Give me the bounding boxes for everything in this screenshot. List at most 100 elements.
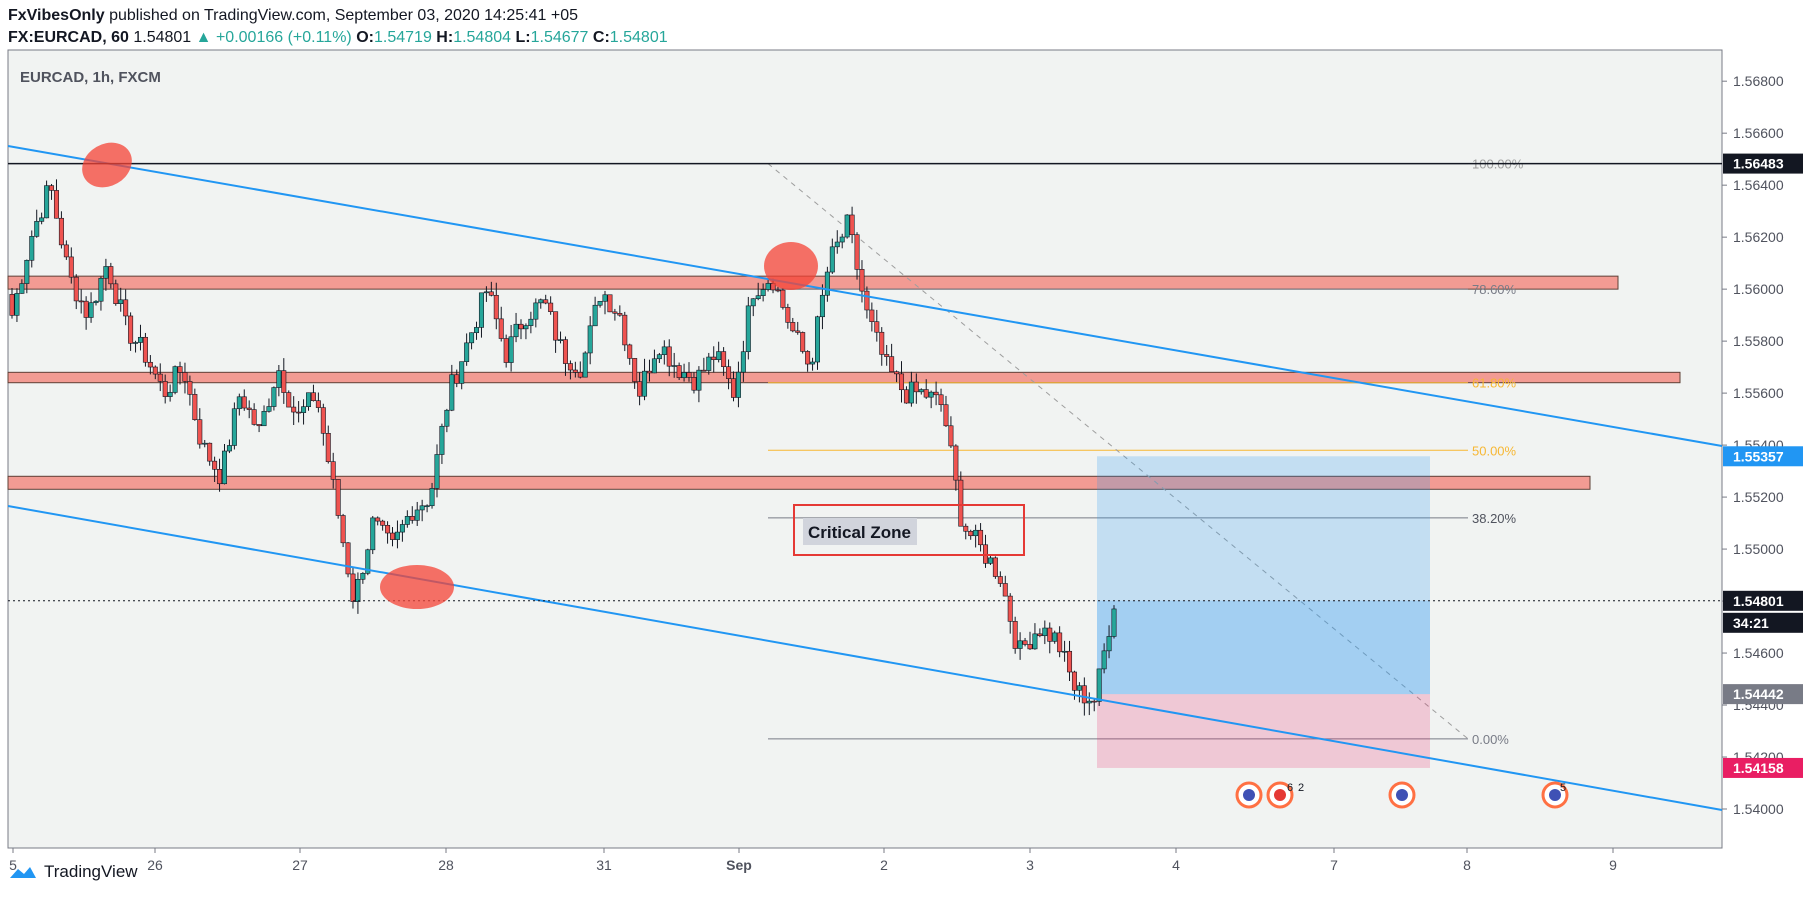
candle-body bbox=[142, 336, 148, 363]
candle bbox=[637, 372, 643, 406]
candle bbox=[177, 361, 183, 385]
price-tag bbox=[1723, 153, 1803, 174]
candle-body bbox=[459, 361, 465, 384]
critical-zone-box bbox=[793, 504, 1025, 556]
candle bbox=[508, 324, 514, 372]
candle bbox=[306, 392, 312, 411]
y-axis-tick-label: 1.55200 bbox=[1733, 489, 1784, 505]
candle-body bbox=[1022, 640, 1028, 645]
candle-body bbox=[918, 389, 924, 393]
fib-level-label: 50.00% bbox=[1472, 443, 1517, 458]
candle bbox=[1057, 626, 1063, 658]
candle-body bbox=[1067, 650, 1073, 673]
candle-body bbox=[943, 404, 949, 427]
tradingview-logo-icon bbox=[10, 867, 36, 878]
candle-body bbox=[923, 389, 929, 398]
candle bbox=[83, 296, 89, 330]
economic-event-dot bbox=[1549, 789, 1561, 801]
candle-body bbox=[612, 311, 618, 314]
candle bbox=[439, 423, 445, 464]
pane-symbol-label: EURCAD, 1h, FXCM bbox=[20, 69, 161, 86]
candle bbox=[810, 357, 816, 371]
candle-body bbox=[879, 331, 885, 355]
candle bbox=[390, 527, 396, 547]
candle bbox=[49, 183, 55, 200]
candle-body bbox=[518, 323, 524, 330]
candle-body bbox=[1091, 700, 1097, 703]
candle-body bbox=[444, 409, 450, 427]
candle-body bbox=[780, 289, 786, 308]
publish-line: FxVibesOnly published on TradingView.com… bbox=[8, 6, 578, 26]
candle bbox=[849, 206, 855, 244]
candle-body bbox=[34, 221, 40, 237]
candle bbox=[335, 479, 341, 519]
candle-body bbox=[587, 325, 593, 354]
candle bbox=[380, 519, 386, 531]
high-label: H: bbox=[436, 29, 454, 46]
candle bbox=[88, 292, 94, 323]
candle-body bbox=[276, 370, 282, 388]
candle bbox=[266, 398, 272, 413]
candle-body bbox=[987, 557, 993, 564]
candle-body bbox=[9, 294, 15, 316]
candle-body bbox=[152, 366, 158, 375]
candle bbox=[58, 211, 64, 249]
candle-body bbox=[642, 370, 648, 397]
author-name[interactable]: FxVibesOnly bbox=[8, 7, 105, 24]
candle-body bbox=[286, 392, 292, 408]
candle-body bbox=[849, 214, 855, 236]
candle-body bbox=[63, 244, 69, 258]
candle bbox=[192, 388, 198, 421]
candle-body bbox=[58, 217, 64, 246]
candle-body bbox=[103, 266, 109, 279]
candle-body bbox=[726, 366, 732, 379]
candle bbox=[355, 572, 361, 614]
candle bbox=[676, 362, 682, 381]
candle-body bbox=[839, 236, 845, 243]
candle bbox=[666, 339, 672, 377]
fib-level-label: 0.00% bbox=[1472, 732, 1509, 747]
candle-body bbox=[98, 277, 104, 302]
candle-body bbox=[706, 356, 712, 371]
candle-body bbox=[859, 269, 865, 292]
candle-body bbox=[226, 445, 232, 452]
candle bbox=[879, 327, 885, 366]
candle-body bbox=[44, 185, 50, 219]
open-label: O: bbox=[356, 29, 374, 46]
candle-body bbox=[375, 517, 381, 522]
event-count-badge: 6 bbox=[1287, 782, 1293, 794]
candle-body bbox=[301, 406, 307, 413]
candle bbox=[775, 286, 781, 293]
candle bbox=[978, 523, 984, 552]
candle bbox=[93, 300, 99, 306]
candle-body bbox=[829, 246, 835, 273]
candle bbox=[123, 289, 129, 326]
candle bbox=[1032, 623, 1038, 650]
footer-brand[interactable]: TradingView bbox=[8, 862, 138, 882]
candle bbox=[805, 350, 811, 372]
candle bbox=[454, 369, 460, 388]
candle bbox=[385, 521, 391, 544]
economic-event-dot bbox=[1396, 789, 1408, 801]
touch-point-marker bbox=[764, 242, 818, 290]
x-axis-tick-label: 9 bbox=[1609, 857, 1617, 873]
candle bbox=[360, 572, 366, 584]
candle-body bbox=[523, 325, 529, 330]
candle-body bbox=[508, 336, 514, 363]
candle-body bbox=[1007, 595, 1013, 622]
candle bbox=[790, 317, 796, 333]
candle-body bbox=[291, 406, 297, 413]
candle bbox=[103, 258, 109, 291]
candle-body bbox=[899, 373, 905, 391]
candle bbox=[429, 482, 435, 509]
candle-body bbox=[735, 371, 741, 398]
candle-body bbox=[172, 366, 178, 393]
candle bbox=[133, 340, 139, 353]
candle-body bbox=[53, 190, 59, 219]
candle bbox=[399, 519, 405, 542]
candle-body bbox=[1027, 644, 1033, 650]
candle bbox=[147, 355, 153, 375]
candle bbox=[681, 363, 687, 382]
channel-lower-line bbox=[7, 505, 1723, 811]
